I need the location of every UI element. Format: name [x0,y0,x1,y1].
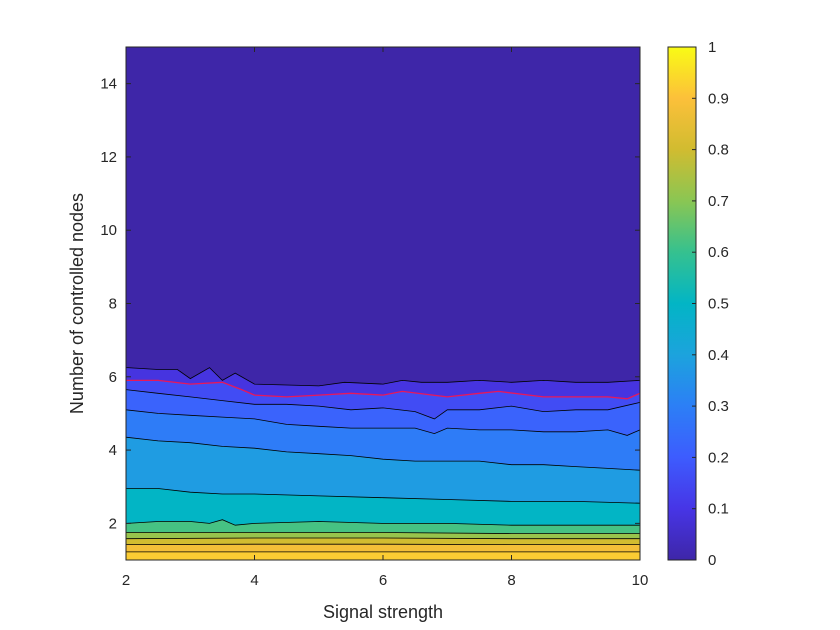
contour-line-0 [125,367,641,387]
contour-line-8 [125,537,640,540]
highlight-contour-line [126,379,641,400]
colorbar-tick-label: 1 [708,39,716,56]
contour-line-4 [125,436,641,471]
y-tick-label: 10 [100,222,117,239]
colorbar-tick-label: 0.9 [708,90,729,107]
y-tick-label: 4 [109,442,117,459]
x-tick-label: 6 [379,572,387,589]
colorbar-tick-label: 0.4 [708,347,729,364]
x-tick-label: 4 [250,572,258,589]
x-axis: 2 4 6 8 10 [122,47,649,589]
colorbar-tick-label: 0.7 [708,193,729,210]
contour-line-2 [125,389,641,420]
colorbar-tick-label: 0.2 [708,449,729,466]
x-tick-label: 10 [632,572,649,589]
contour-line-5 [126,488,641,504]
colorbar-tick-label: 0.8 [708,142,729,159]
contour-fills [125,46,641,561]
contour-line-6 [125,519,640,526]
y-tick-label: 6 [109,369,117,386]
colorbar-tick-label: 0.6 [708,244,729,261]
colorbar-tick-label: 0.5 [708,296,729,313]
y-tick-label: 2 [109,515,117,532]
y-axis: 2 4 6 8 10 12 14 [100,76,640,532]
y-tick-label: 8 [109,296,117,313]
x-tick-label: 2 [122,572,130,589]
contour-line-3 [125,409,641,436]
colorbar-tick-label: 0.3 [708,398,729,415]
contour-band-10 [125,543,641,553]
contour-line-7 [126,532,640,534]
contour-band-0 [125,46,641,387]
y-tick-label: 14 [100,76,117,93]
colorbar-tick-label: 0 [708,552,716,569]
colorbar [667,46,697,561]
contour-lines [125,367,641,553]
colorbar-ticks: 0 0.1 0.2 0.3 0.4 0.5 0.6 0.7 0.8 0.9 1 [692,39,729,569]
colorbar-tick-label: 0.1 [708,501,729,518]
x-axis-label: Signal strength [323,602,443,622]
y-tick-label: 12 [100,149,117,166]
y-axis-label: Number of controlled nodes [67,193,87,414]
x-tick-label: 8 [507,572,515,589]
